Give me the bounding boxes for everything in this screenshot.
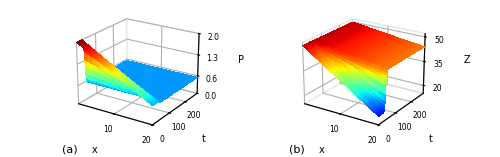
X-axis label: x: x xyxy=(92,145,98,155)
X-axis label: x: x xyxy=(318,145,324,155)
Text: (b): (b) xyxy=(288,145,304,155)
Y-axis label: t: t xyxy=(202,134,206,144)
Text: (a): (a) xyxy=(62,145,78,155)
Y-axis label: t: t xyxy=(428,134,432,144)
